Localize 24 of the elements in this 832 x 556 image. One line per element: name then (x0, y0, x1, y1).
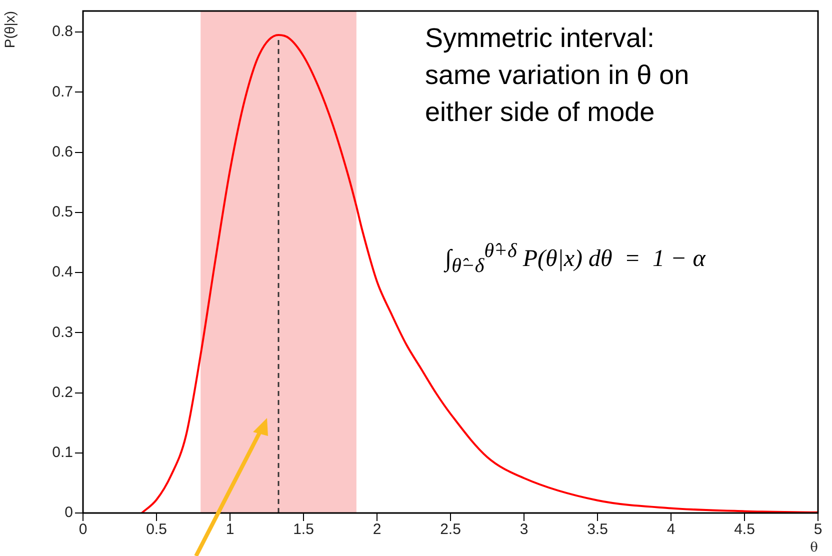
x-axis-title: θ (810, 540, 818, 556)
y-tick-label: 0 (64, 504, 73, 522)
y-tick-label: 0.3 (52, 324, 73, 341)
x-tick-label: 4 (666, 521, 676, 538)
x-tick-label: 1 (226, 521, 234, 538)
y-tick-label: 0.1 (52, 444, 73, 462)
x-tick-label: 4.5 (734, 521, 755, 538)
y-tick-label: 0.6 (52, 143, 73, 160)
x-tick-label: 2 (372, 521, 382, 538)
y-tick-label: 0.7 (52, 83, 73, 100)
x-tick-label: 3 (520, 521, 528, 538)
y-tick-label: 0.2 (52, 384, 73, 401)
annotation: ∫$_{θ̂−δ}$$^{θ̂+δ}$ P(θ|x) dθ = 1 − α (445, 240, 706, 278)
x-tick-label: 5 (814, 521, 822, 538)
y-tick-label: 0.8 (52, 23, 73, 40)
y-tick-label: 0.5 (52, 204, 73, 221)
x-tick-label: 0.5 (146, 521, 167, 538)
y-axis-title: P(θ|x) (1, 11, 18, 48)
x-tick-label: 2.5 (440, 521, 461, 538)
x-tick-label: 0 (78, 521, 88, 538)
annotation: Symmetric interval: same variation in θ on either side of mode (425, 22, 690, 129)
x-tick-label: 3.5 (587, 521, 608, 538)
y-tick-label: 0.4 (52, 264, 73, 281)
x-tick-label: 1.5 (293, 521, 314, 538)
